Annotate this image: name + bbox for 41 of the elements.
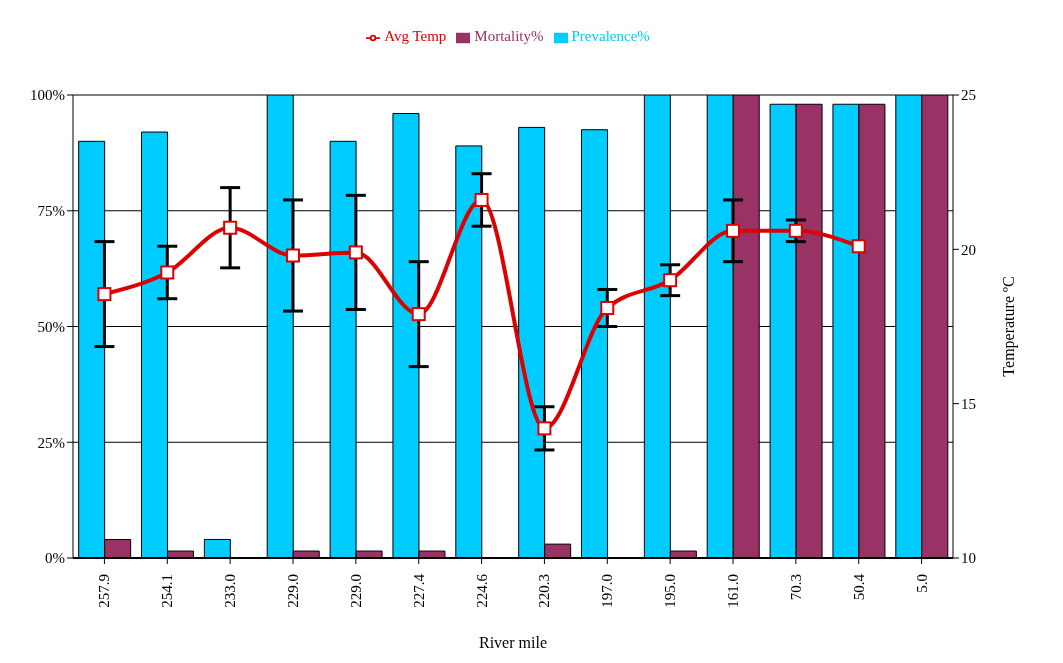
point — [160, 265, 175, 280]
point — [788, 223, 803, 238]
y-tick-label: 100% — [30, 87, 65, 104]
x-tick-label: 257.9 — [96, 574, 113, 608]
point — [474, 192, 489, 207]
y2-axis-title: Temperature ºC — [999, 276, 1018, 377]
point — [600, 300, 615, 315]
point — [663, 273, 678, 288]
legend-label: Mortality% — [474, 28, 544, 44]
x-tick-label: 161.0 — [725, 574, 741, 608]
y2-tick-label: 25 — [961, 87, 976, 104]
x-tick-label: 233.0 — [222, 574, 239, 608]
x-tick-label: 229.0 — [285, 574, 301, 608]
point — [411, 307, 426, 322]
x-tick-label: 224.6 — [473, 573, 490, 608]
x-tick-label: 197.0 — [599, 574, 616, 608]
x-tick-label: 195.0 — [662, 574, 679, 608]
point — [223, 220, 238, 235]
y-tick-label: 50% — [37, 318, 65, 335]
point — [726, 223, 740, 238]
x-tick-label: 229.0 — [347, 574, 364, 608]
point — [286, 248, 300, 263]
point — [851, 239, 866, 254]
x-tick-label: 254.1 — [159, 574, 176, 608]
x-tick-label: 5.0 — [913, 574, 930, 593]
y-tick-label: 25% — [37, 434, 65, 451]
point — [348, 245, 363, 260]
y2-tick-label: 15 — [961, 395, 976, 412]
legend-label: Prevalence% — [571, 28, 650, 44]
point — [97, 287, 112, 302]
legend-label: Avg Temp — [384, 28, 447, 44]
x-axis-title: River mile — [479, 634, 547, 651]
x-tick-label: 50.4 — [850, 573, 867, 601]
y-tick-label: 0% — [45, 550, 65, 567]
y-tick-label: 75% — [37, 203, 65, 220]
x-tick-label: 70.3 — [787, 574, 804, 601]
x-tick-label: 227.4 — [410, 573, 427, 608]
y2-tick-label: 10 — [961, 550, 976, 567]
point — [537, 421, 552, 436]
x-tick-label: 220.3 — [536, 574, 553, 608]
y2-tick-label: 20 — [961, 241, 976, 258]
